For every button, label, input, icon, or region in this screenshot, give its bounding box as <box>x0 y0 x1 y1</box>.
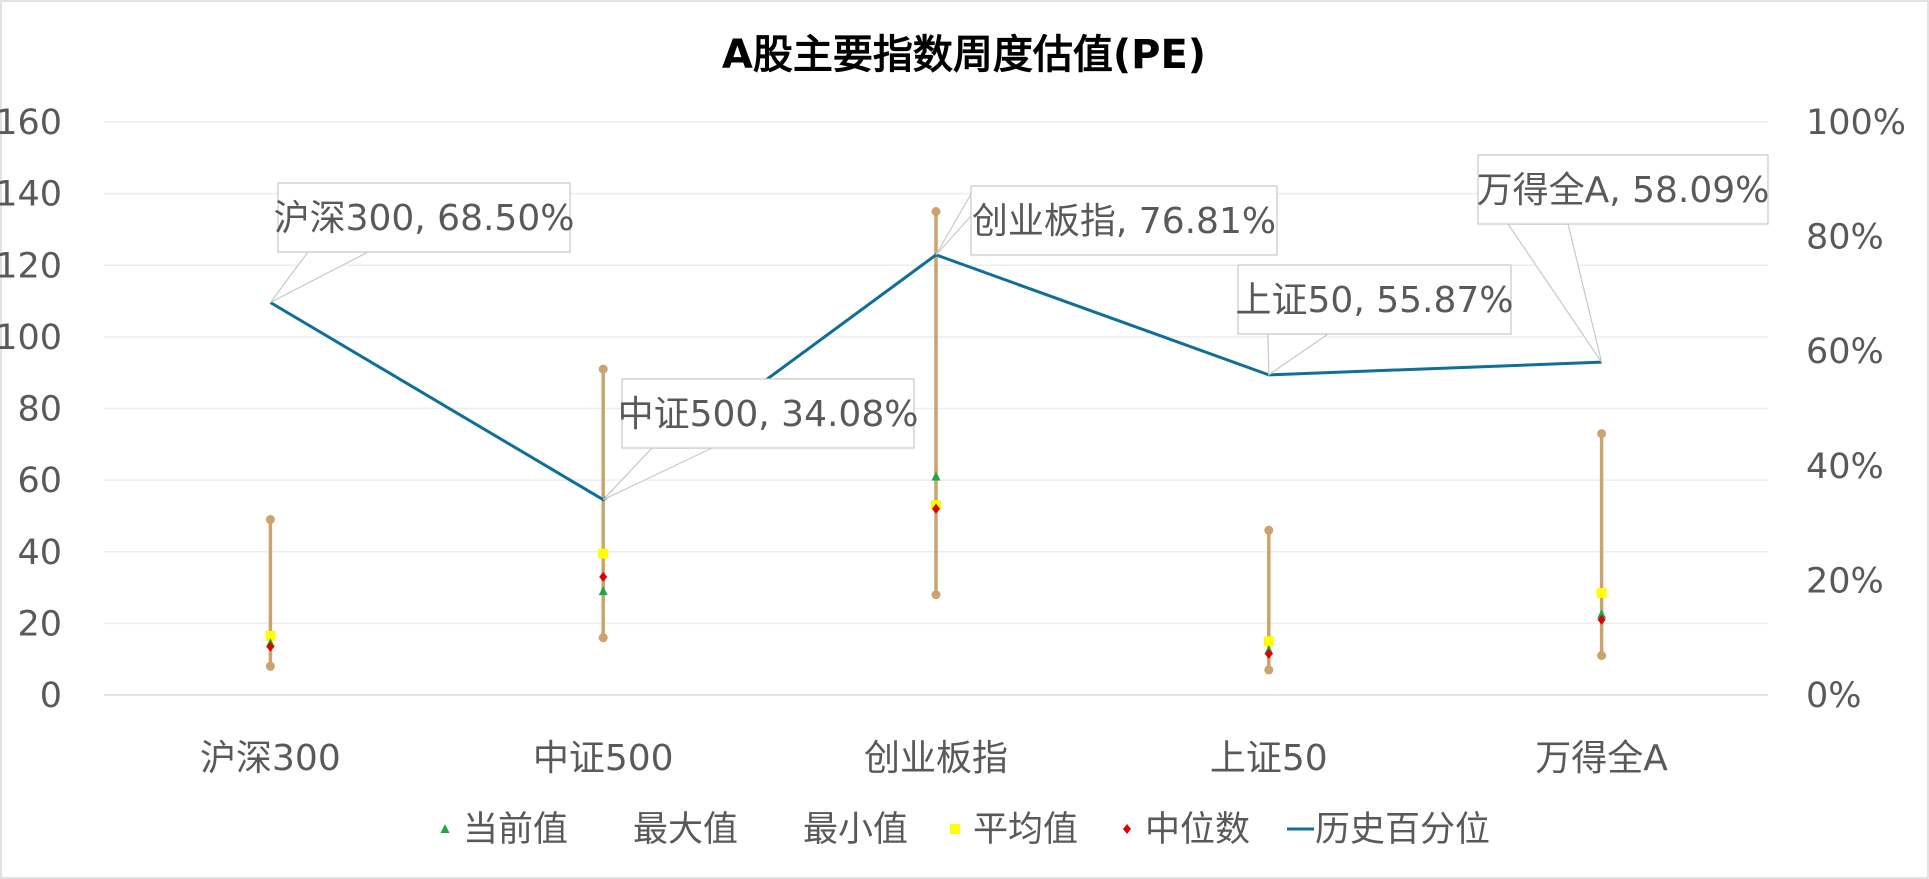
average-value-point <box>265 630 276 641</box>
left-axis-tick-label: 40 <box>17 533 62 573</box>
left-axis-tick-label: 160 <box>0 103 62 143</box>
max-value-point <box>265 515 275 525</box>
category-label: 沪深300 <box>200 738 341 779</box>
legend-item: 当前值 <box>440 810 568 850</box>
min-value-point <box>931 590 941 600</box>
legend-label: 平均值 <box>973 810 1078 850</box>
min-value-point <box>1264 665 1274 675</box>
right-axis-tick-label: 40% <box>1806 447 1884 487</box>
right-axis-tick-label: 20% <box>1806 561 1884 601</box>
right-axis-tick-label: 0% <box>1806 676 1862 716</box>
average-value-point <box>1263 636 1274 647</box>
callout: 中证500, 34.08% <box>602 378 919 501</box>
callout: 上证50, 55.87% <box>1236 264 1514 376</box>
current-value-point <box>1597 609 1607 619</box>
max-value-point <box>598 364 608 374</box>
callout-label: 万得全A, 58.09% <box>1477 170 1770 211</box>
callout-box <box>1237 264 1512 335</box>
left-axis-tick-label: 20 <box>17 604 62 644</box>
legend: 当前值 最大值 最小值 平均值 中位数 历史百分位 <box>440 810 1490 850</box>
left-axis-tick-label: 80 <box>17 390 62 430</box>
valuation-markers <box>265 207 1607 675</box>
right-axis-tick-label: 60% <box>1806 332 1884 372</box>
median-value-point <box>932 503 940 514</box>
legend-label: 最小值 <box>803 810 908 850</box>
min-value-point <box>1597 651 1607 661</box>
min-value-point <box>265 661 275 671</box>
left-axis-tick-label: 100 <box>0 318 62 358</box>
median-value-point <box>599 571 608 582</box>
left-axis-tick-label: 140 <box>0 175 62 215</box>
right-axis-tick-label: 80% <box>1806 218 1884 258</box>
callout-box <box>1477 154 1769 225</box>
right-axis-ticks: 0% 20% 40% 60% 80% 100% <box>1806 103 1906 716</box>
legend-item: 平均值 <box>950 810 1078 850</box>
legend-item: 最大值 <box>633 810 738 850</box>
max-value-point <box>1264 525 1274 535</box>
legend-label: 中位数 <box>1145 810 1250 850</box>
right-axis-tick-label: 100% <box>1806 103 1906 143</box>
legend-label: 最大值 <box>633 810 738 850</box>
left-axis-tick-label: 120 <box>0 246 62 286</box>
average-value-point <box>1596 587 1607 598</box>
legend-item: 历史百分位 <box>1287 810 1490 850</box>
median-value-point <box>266 641 275 652</box>
callout-box <box>621 378 915 449</box>
left-axis-tick-label: 0 <box>40 676 62 716</box>
left-axis-ticks: 0 20 40 60 80 100 120 140 160 <box>0 103 62 716</box>
category-label: 万得全A <box>1535 738 1668 779</box>
callout-label: 创业板指, 76.81% <box>972 201 1276 242</box>
current-value-point <box>598 586 608 596</box>
callout-label: 沪深300, 68.50% <box>274 198 575 239</box>
legend-item: 最小值 <box>803 810 908 850</box>
legend-swatch-average <box>950 824 960 834</box>
callout-box <box>277 182 571 253</box>
median-value-point <box>1597 614 1606 625</box>
callout-label: 上证50, 55.87% <box>1236 280 1514 321</box>
category-label: 创业板指 <box>864 738 1008 779</box>
callout-box <box>970 185 1278 256</box>
legend-label: 历史百分位 <box>1315 810 1490 850</box>
legend-label: 当前值 <box>463 810 568 850</box>
callout: 万得全A, 58.09% <box>1477 154 1770 363</box>
percentile-callouts: 沪深300, 68.50% 中证500, 34.08% 创业板指, 76.81% 上证… <box>269 154 1770 501</box>
callout: 沪深300, 68.50% <box>269 182 575 304</box>
callout-label: 中证500, 34.08% <box>618 394 919 435</box>
category-label: 上证50 <box>1210 738 1328 779</box>
median-value-point <box>1264 648 1273 659</box>
legend-item: 中位数 <box>1123 810 1250 850</box>
max-value-point <box>931 207 941 217</box>
current-value-point <box>931 471 941 481</box>
chart-title: A股主要指数周度估值(PE) <box>722 32 1206 78</box>
left-axis-tick-label: 60 <box>17 461 62 501</box>
average-value-point <box>598 548 609 559</box>
legend-swatch-current <box>440 824 450 833</box>
category-axis-labels: 沪深300 中证500 创业板指 上证50 万得全A <box>200 738 1668 779</box>
legend-swatch-median <box>1123 824 1131 834</box>
max-value-point <box>1597 429 1607 439</box>
min-value-point <box>598 633 608 643</box>
callout: 创业板指, 76.81% <box>935 185 1278 256</box>
category-label: 中证500 <box>533 738 674 779</box>
